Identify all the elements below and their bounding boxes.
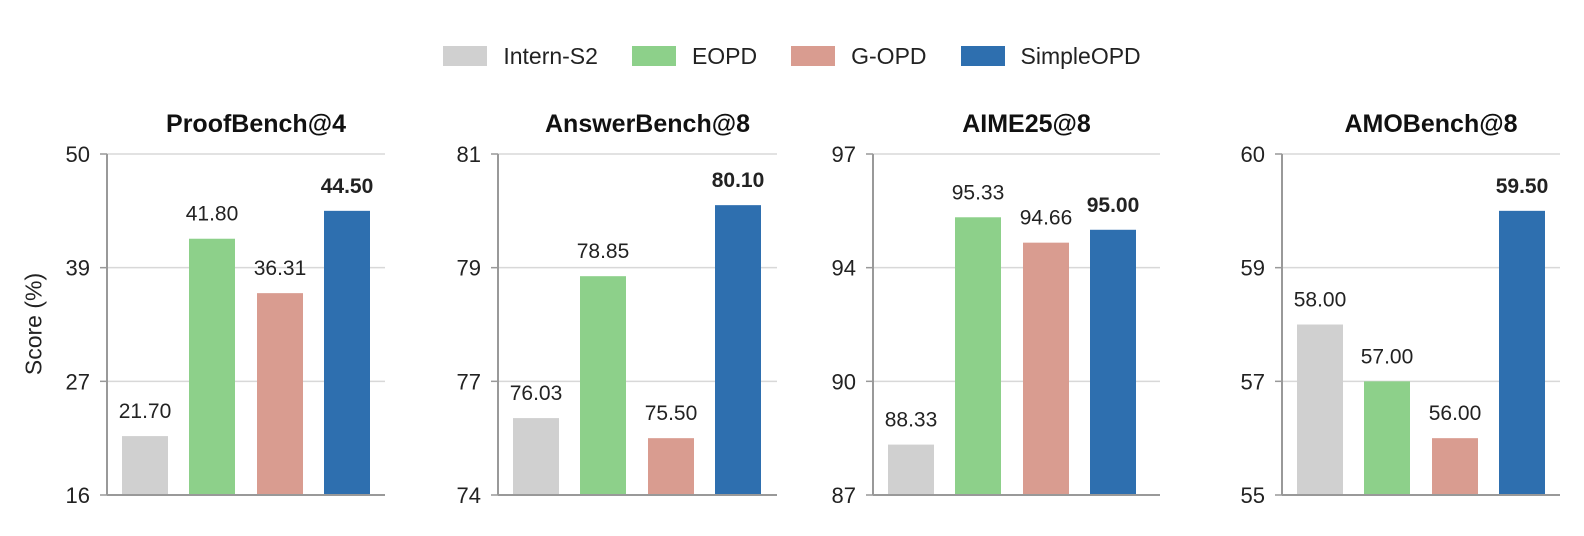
panel-title: ProofBench@4 <box>166 110 346 138</box>
bar-value-label: 88.33 <box>885 409 938 432</box>
bar-value-label: 76.03 <box>510 382 563 405</box>
legend-swatch <box>960 46 1005 66</box>
y-tick-label: 94 <box>832 256 856 281</box>
bar-eopd <box>1364 381 1410 495</box>
bar-value-label: 94.66 <box>1020 207 1073 230</box>
y-tick-label: 74 <box>457 483 481 508</box>
y-tick-label: 59 <box>1241 256 1265 281</box>
y-tick-label: 90 <box>832 369 856 394</box>
bar-eopd <box>580 276 626 495</box>
bar-value-label: 36.31 <box>254 257 307 280</box>
bar-g-opd <box>648 438 694 495</box>
y-tick-label: 55 <box>1241 483 1265 508</box>
bar-g-opd <box>257 293 303 495</box>
bar-intern-s2 <box>122 436 168 495</box>
bar-intern-s2 <box>888 444 934 495</box>
bar-value-label: 59.50 <box>1496 175 1549 198</box>
bar-value-label: 78.85 <box>577 240 630 263</box>
bar-simpleopd <box>715 205 761 495</box>
y-tick-label: 87 <box>832 483 856 508</box>
legend-item: EOPD <box>631 42 758 70</box>
bar-value-label: 95.00 <box>1087 194 1140 217</box>
y-tick-label: 81 <box>457 142 481 167</box>
bar-value-label: 95.33 <box>952 181 1005 204</box>
y-tick-label: 57 <box>1241 369 1265 394</box>
y-tick-label: 16 <box>66 483 90 508</box>
legend-item: SimpleOPD <box>960 42 1141 70</box>
legend-swatch <box>443 46 488 66</box>
bar-value-label: 80.10 <box>712 169 765 192</box>
legend-swatch <box>791 46 836 66</box>
panel-title: AnswerBench@8 <box>545 110 750 138</box>
bar-simpleopd <box>324 210 370 496</box>
panel-title: AIME25@8 <box>962 110 1091 138</box>
bar-value-label: 44.50 <box>321 175 374 198</box>
bar-simpleopd <box>1499 210 1545 496</box>
panel-title: AMOBench@8 <box>1344 110 1517 138</box>
y-tick-label: 77 <box>457 369 481 394</box>
y-tick-label: 50 <box>66 142 90 167</box>
legend-label: G-OPD <box>851 42 927 69</box>
y-tick-label: 27 <box>66 369 90 394</box>
bar-value-label: 56.00 <box>1429 402 1482 425</box>
bar-value-label: 21.70 <box>119 400 172 423</box>
y-tick-label: 97 <box>832 142 856 167</box>
legend-swatch <box>631 46 676 66</box>
bar-g-opd <box>1432 438 1478 495</box>
bar-intern-s2 <box>513 418 559 495</box>
bar-value-label: 75.50 <box>645 402 698 425</box>
legend-item: Intern-S2 <box>443 43 598 70</box>
bar-value-label: 41.80 <box>186 203 239 226</box>
legend-item: G-OPD <box>791 42 927 70</box>
y-tick-label: 39 <box>66 256 90 281</box>
bar-value-label: 58.00 <box>1294 289 1347 312</box>
bar-intern-s2 <box>1297 324 1343 495</box>
y-tick-label: 79 <box>457 256 481 281</box>
bar-g-opd <box>1023 242 1069 495</box>
bar-simpleopd <box>1090 229 1136 495</box>
bar-eopd <box>955 217 1001 495</box>
legend-label: Intern-S2 <box>503 42 598 69</box>
legend-label: EOPD <box>691 42 758 69</box>
y-tick-label: 60 <box>1241 142 1265 167</box>
legend-label: SimpleOPD <box>1020 42 1141 69</box>
bar-value-label: 57.00 <box>1361 345 1414 368</box>
legend: Intern-S2 EOPD G-OPD SimpleOPD <box>0 36 1584 76</box>
bar-eopd <box>189 238 235 495</box>
